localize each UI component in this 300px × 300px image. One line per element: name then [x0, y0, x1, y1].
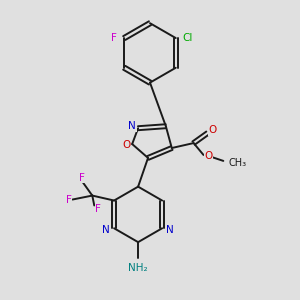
Text: F: F: [111, 33, 117, 43]
Text: O: O: [122, 140, 130, 150]
Text: NH₂: NH₂: [128, 263, 148, 273]
Text: N: N: [102, 225, 110, 235]
Text: Cl: Cl: [182, 33, 193, 43]
Text: F: F: [80, 173, 85, 183]
Text: N: N: [128, 121, 136, 131]
Text: F: F: [95, 204, 101, 214]
Text: O: O: [208, 125, 217, 135]
Text: N: N: [166, 225, 174, 235]
Text: F: F: [66, 194, 71, 205]
Text: CH₃: CH₃: [228, 158, 246, 168]
Text: O: O: [204, 151, 213, 161]
